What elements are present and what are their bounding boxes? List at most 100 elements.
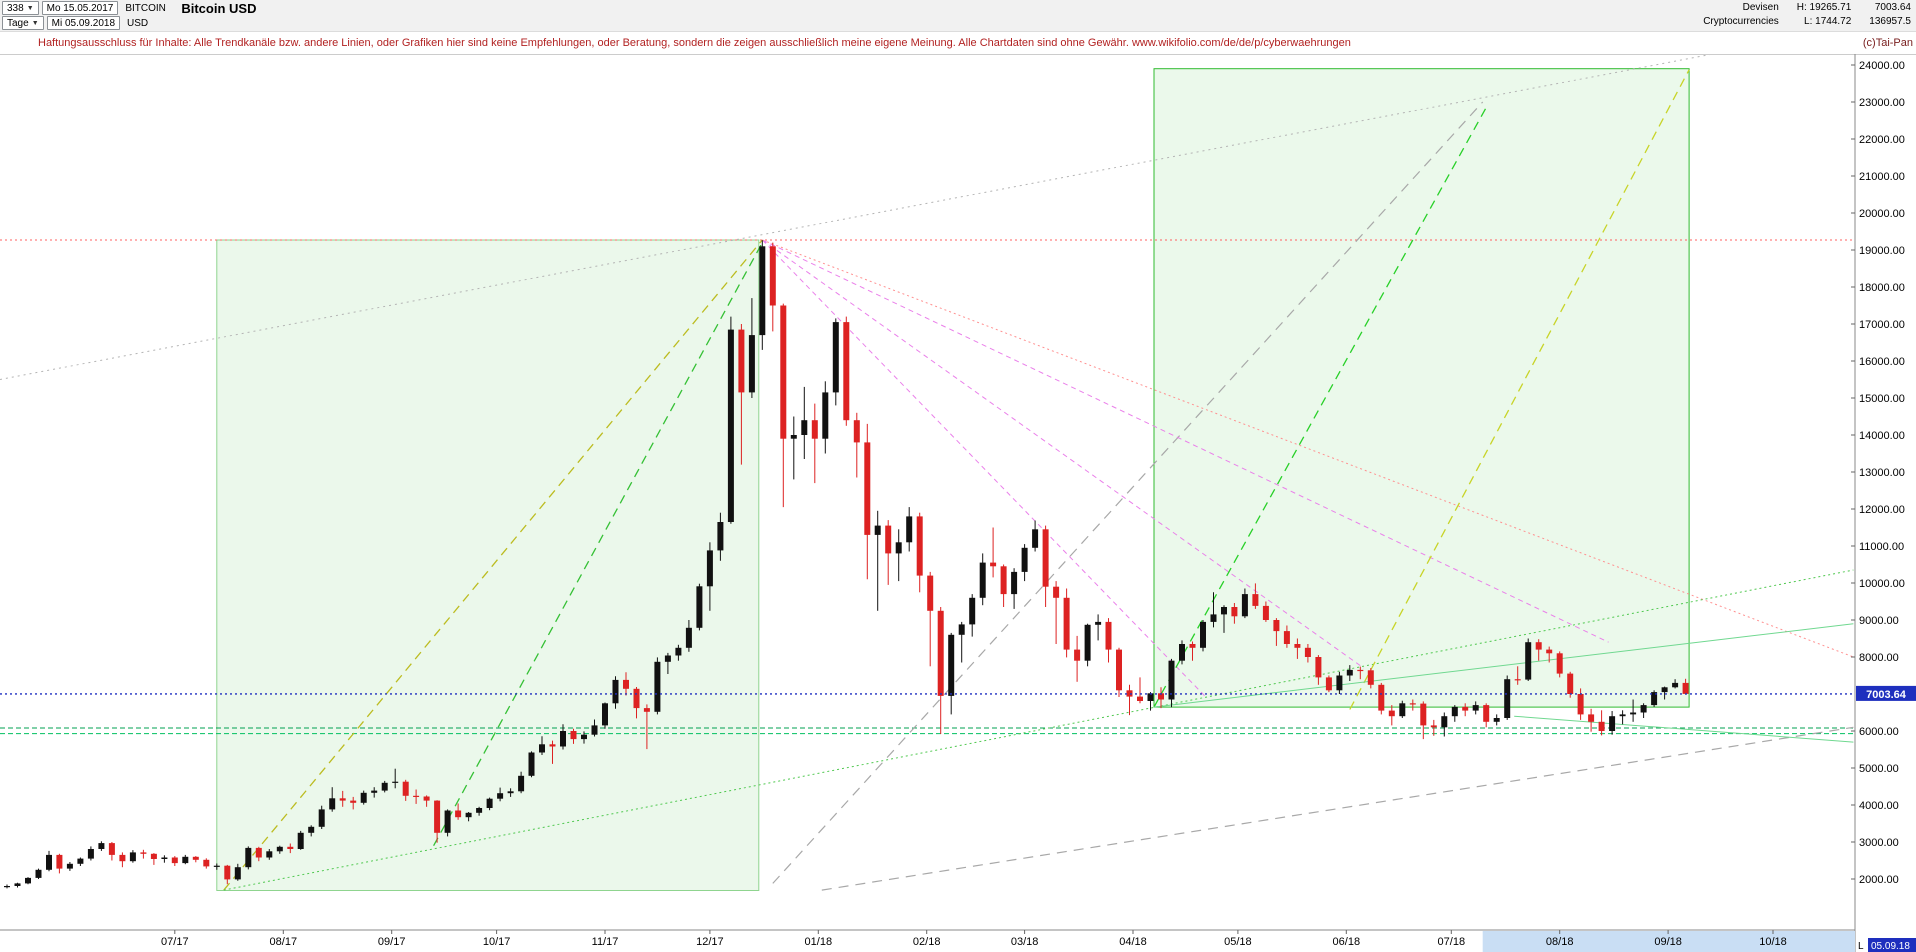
trend-line[interactable]: [762, 239, 1365, 669]
candle: [1598, 710, 1605, 736]
candle: [811, 403, 818, 484]
status-date-cell[interactable]: [1868, 938, 1916, 952]
candle: [1462, 703, 1469, 717]
candle-body: [633, 688, 640, 709]
candle-body: [811, 420, 818, 439]
candle: [4, 884, 10, 889]
candle-body: [1294, 644, 1301, 648]
candle: [832, 318, 839, 406]
candle-body: [46, 854, 52, 870]
candle-body: [706, 550, 713, 587]
candle-body: [685, 627, 692, 648]
trend-line[interactable]: [772, 101, 1484, 884]
candle-body: [1598, 721, 1605, 731]
trend-line[interactable]: [1514, 715, 1854, 743]
candle-body: [1304, 647, 1311, 657]
candle-body: [1179, 644, 1185, 661]
candle-body: [182, 856, 189, 864]
candle-body: [696, 586, 703, 628]
candle: [108, 842, 115, 861]
candle: [675, 644, 682, 661]
candle-body: [245, 847, 252, 868]
candle-body: [570, 731, 577, 740]
candle: [1441, 712, 1448, 737]
candle: [266, 849, 273, 860]
candle: [738, 324, 745, 465]
candle: [664, 652, 671, 674]
time-tick-label: 03/18: [1011, 936, 1039, 948]
candle-body: [790, 435, 797, 439]
candle: [1409, 699, 1416, 711]
trend-line[interactable]: [1153, 107, 1487, 708]
time-tick-label: 09/18: [1654, 936, 1682, 948]
trend-line[interactable]: [1153, 623, 1854, 708]
candle: [1493, 714, 1500, 726]
candle: [455, 803, 462, 820]
candle-body: [1567, 673, 1574, 694]
candle-body: [1357, 669, 1364, 672]
candle: [1011, 568, 1018, 609]
candle-body: [1451, 706, 1458, 717]
candle: [885, 520, 892, 585]
chart-title: Bitcoin USD: [181, 0, 257, 16]
trend-line[interactable]: [433, 242, 763, 847]
first-date-field[interactable]: Mo 15.05.2017: [41, 1, 119, 15]
candle-body: [161, 857, 168, 859]
candle-body: [1126, 690, 1133, 697]
candle: [339, 790, 346, 807]
last-price-tag-label: 7003.64: [1866, 689, 1907, 701]
candle-body: [4, 886, 10, 888]
candle: [706, 542, 713, 611]
candle: [1095, 614, 1102, 641]
candle: [801, 386, 808, 459]
trend-line[interactable]: [821, 726, 1854, 891]
candle: [1210, 592, 1217, 628]
candle-body: [266, 851, 273, 858]
trend-line[interactable]: [223, 239, 763, 891]
candle: [1483, 703, 1490, 728]
candle-body: [1241, 594, 1248, 617]
time-tick-label: 08/17: [270, 936, 298, 948]
time-tick-label: 10/17: [483, 936, 511, 948]
last-date-field[interactable]: Mi 05.09.2018: [46, 16, 121, 30]
candle: [350, 796, 357, 810]
candle-body: [1367, 670, 1374, 685]
candle-body: [1525, 642, 1532, 680]
candle: [518, 771, 525, 794]
candle: [1420, 701, 1427, 740]
candle: [1179, 640, 1185, 665]
candle-body: [1116, 649, 1122, 691]
candle: [1221, 605, 1227, 633]
candle: [1378, 682, 1385, 715]
candle: [150, 853, 157, 865]
price-tick-label: 5000.00: [1859, 763, 1899, 775]
candle: [539, 736, 545, 755]
price-chart-canvas[interactable]: 7003.6424000.0023000.0022000.0021000.002…: [0, 54, 1916, 952]
candle: [1000, 564, 1007, 607]
candle-body: [381, 782, 388, 791]
bar-count-dropdown[interactable]: 338 ▼: [2, 1, 39, 15]
price-axis[interactable]: 24000.00 23000.00 22000.00 21000.00 20000.00…: [0, 54, 1916, 952]
candle-body: [224, 865, 231, 880]
candle-body: [832, 322, 839, 393]
trend-line[interactable]: [762, 239, 1609, 643]
candles-layer: [4, 240, 1689, 889]
trend-line[interactable]: [0, 54, 1714, 380]
timeframe-dropdown[interactable]: Tage ▼: [2, 16, 44, 30]
candle: [465, 812, 472, 822]
trend-line[interactable]: [223, 569, 1854, 891]
last-price-value: 7003.64: [1874, 2, 1911, 13]
candle-body: [1147, 693, 1154, 701]
time-tick-label: 08/18: [1546, 936, 1574, 948]
candle-body: [255, 847, 262, 858]
candle-body: [560, 731, 566, 747]
trend-line[interactable]: [761, 239, 1207, 699]
trend-line[interactable]: [1349, 69, 1690, 710]
time-axis[interactable]: 07/17 08/17 09/17 10/17 11/17 12/17 01/18 02/18…: [0, 929, 1855, 952]
candle: [612, 676, 619, 709]
candle: [906, 507, 913, 552]
price-tick-label: 13000.00: [1859, 467, 1905, 479]
candle: [1630, 699, 1637, 722]
candle-body: [581, 734, 587, 740]
